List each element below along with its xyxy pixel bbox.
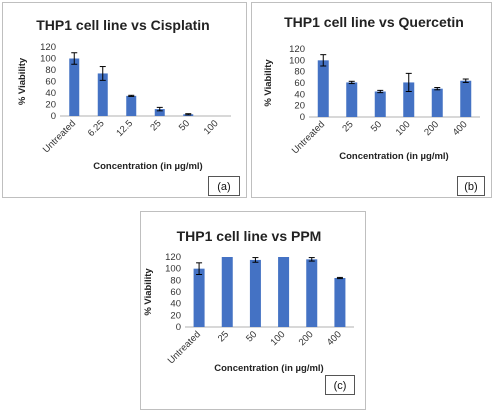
bar (126, 95, 137, 116)
x-tick-label: 400 (325, 329, 344, 348)
x-tick-label: 50 (177, 118, 192, 133)
bar (317, 60, 329, 117)
x-tick-label: 200 (422, 119, 441, 138)
y-tick-label: 100 (40, 54, 56, 65)
x-tick-label: 100 (268, 329, 287, 348)
chart-a-svg: THP1 cell line vs Cisplatin% Viability02… (17, 17, 231, 172)
bar (460, 80, 472, 117)
bar (69, 58, 80, 116)
x-tick-label: 50 (369, 119, 384, 134)
bar (334, 278, 346, 327)
chart-b-svg: THP1 cell line vs Quercetin% Viability02… (263, 14, 480, 162)
y-tick-label: 80 (45, 65, 56, 76)
y-tick-label: 60 (294, 78, 305, 89)
y-tick-label: 100 (165, 264, 181, 275)
y-tick-label: 120 (289, 44, 305, 55)
y-tick-label: 40 (294, 89, 305, 100)
chart-c-svg: THP1 cell line vs PPM % Viability 02040608… (143, 228, 354, 374)
y-axis-label: % Viability (17, 57, 28, 105)
bar (374, 91, 386, 117)
panel-label-a: (a) (208, 176, 240, 196)
x-tick-label: 200 (297, 329, 316, 348)
bar (403, 82, 415, 117)
y-tick-label: 60 (170, 287, 181, 298)
x-tick-label: Untreated (290, 119, 327, 156)
chart-title: THP1 cell line vs Quercetin (284, 14, 464, 30)
x-tick-label: Untreated (41, 118, 78, 155)
x-tick-label: 100 (202, 118, 221, 137)
x-axis-label: Concentration (in µg/ml) (339, 151, 448, 162)
x-axis-label: Concentration (in µg/ml) (93, 161, 202, 172)
x-tick-label: 25 (148, 118, 163, 133)
y-axis-label: % Viability (263, 59, 274, 107)
chart-title: THP1 cell line vs PPM (177, 228, 322, 244)
y-tick-label: 120 (40, 42, 56, 53)
chart-title: THP1 cell line vs Cisplatin (36, 17, 210, 33)
x-tick-label: 6.25 (86, 118, 107, 139)
bar (249, 259, 261, 327)
y-tick-label: 20 (294, 101, 305, 112)
y-tick-label: 80 (170, 275, 181, 286)
x-tick-label: 25 (216, 329, 231, 344)
y-tick-label: 20 (45, 100, 56, 111)
chart-panel-a: THP1 cell line vs Cisplatin% Viability 0 2… (2, 2, 247, 198)
bar (154, 109, 165, 116)
y-tick-label: 0 (300, 112, 305, 123)
x-tick-label: Untreated (166, 329, 203, 366)
bar (431, 88, 443, 117)
x-axis-label: Concentration (in µg/ml) (214, 363, 323, 374)
x-tick-label: 50 (244, 329, 259, 344)
chart-panel-c: THP1 cell line vs PPM % Viability 0 20 40 60 8… (140, 211, 366, 410)
y-tick-label: 60 (45, 77, 56, 88)
x-tick-label: 400 (451, 119, 470, 138)
y-tick-label: 100 (289, 55, 305, 66)
chart-panel-b: THP1 cell line vs Quercetin% Viability 0 2… (251, 2, 492, 198)
bar (193, 268, 205, 327)
y-tick-label: 80 (294, 67, 305, 78)
x-tick-label: 12.5 (114, 118, 135, 139)
y-tick-label: 40 (170, 299, 181, 310)
y-tick-label: 0 (51, 111, 56, 122)
y-tick-label: 120 (165, 252, 181, 263)
bar (278, 257, 290, 327)
x-tick-label: 100 (394, 119, 413, 138)
x-tick-label: 25 (340, 119, 355, 134)
panel-label-b: (b) (457, 176, 485, 196)
y-axis-label: % Viability (143, 268, 154, 316)
bar (306, 259, 318, 327)
bar (221, 257, 233, 327)
bar (97, 73, 108, 116)
bar (346, 82, 358, 117)
y-tick-label: 40 (45, 88, 56, 99)
y-tick-label: 20 (170, 310, 181, 321)
panel-label-c: (c) (325, 375, 355, 395)
y-tick-label: 0 (176, 322, 181, 333)
